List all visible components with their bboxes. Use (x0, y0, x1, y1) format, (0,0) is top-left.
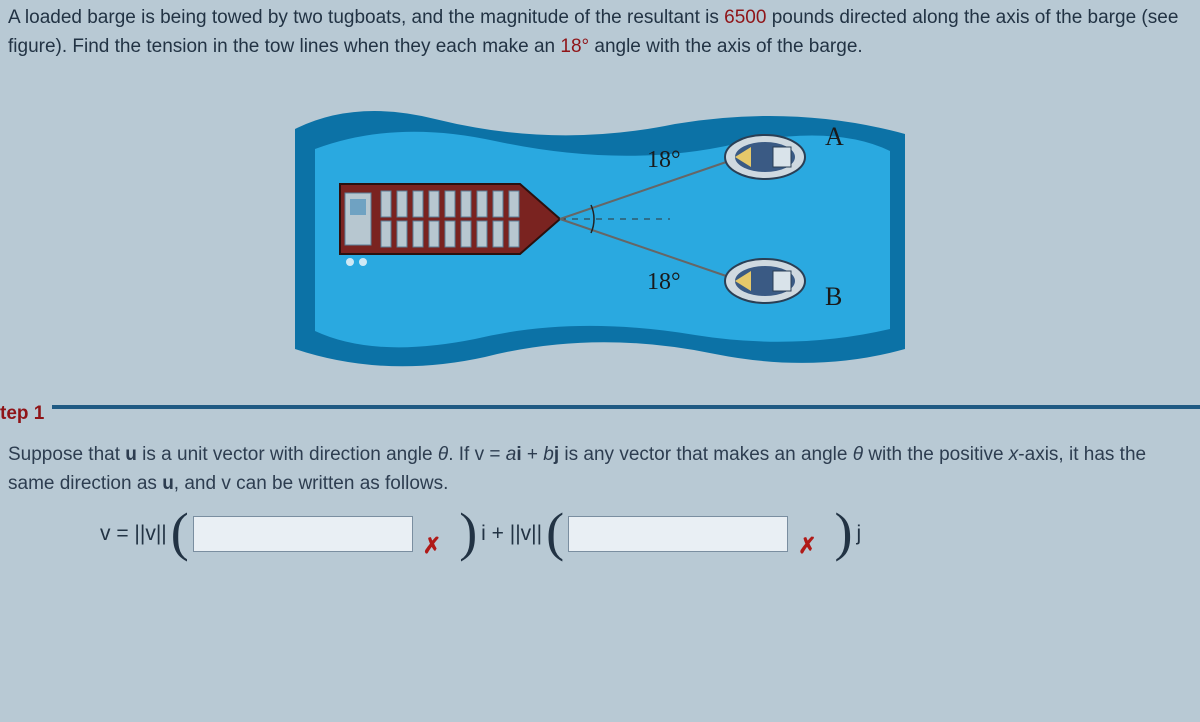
problem-post: angle with the axis of the barge. (589, 36, 863, 57)
svg-text:B: B (825, 282, 842, 311)
formula-suffix: j (857, 522, 862, 546)
figure-container: 18° 18° A B (0, 61, 1200, 389)
lparen-2: ( (546, 512, 564, 552)
blank-1-input[interactable] (193, 516, 413, 552)
step-label: tep 1 (0, 403, 52, 425)
lparen-1: ( (171, 512, 189, 552)
rparen-1: ) (459, 512, 477, 552)
problem-pre: A loaded barge is being towed by two tug… (8, 7, 724, 28)
problem-text: A loaded barge is being towed by two tug… (0, 0, 1200, 61)
step-rule (0, 405, 1200, 409)
svg-text:A: A (825, 122, 844, 151)
angle-value: 18° (560, 36, 589, 57)
formula-prefix: v = ||v|| (100, 522, 167, 546)
rparen-2: ) (835, 512, 853, 552)
wrong-icon-2: ✗ (792, 533, 830, 559)
svg-text:18°: 18° (647, 147, 681, 173)
resultant-value: 6500 (724, 7, 766, 28)
blank-2-input[interactable] (568, 516, 788, 552)
formula-row: v = ||v|| ( ✗ ) i + ||v|| ( ✗ ) j (0, 498, 1200, 554)
wrong-icon-1: ✗ (417, 533, 455, 559)
explanation-text: Suppose that u is a unit vector with dir… (0, 431, 1200, 498)
svg-text:18°: 18° (647, 269, 681, 295)
formula-mid: i + ||v|| (481, 522, 542, 546)
vector-eq: v = ai + bj (475, 444, 560, 465)
step-header: tep 1 (0, 405, 1200, 431)
barge-figure: 18° 18° A B (295, 89, 905, 379)
